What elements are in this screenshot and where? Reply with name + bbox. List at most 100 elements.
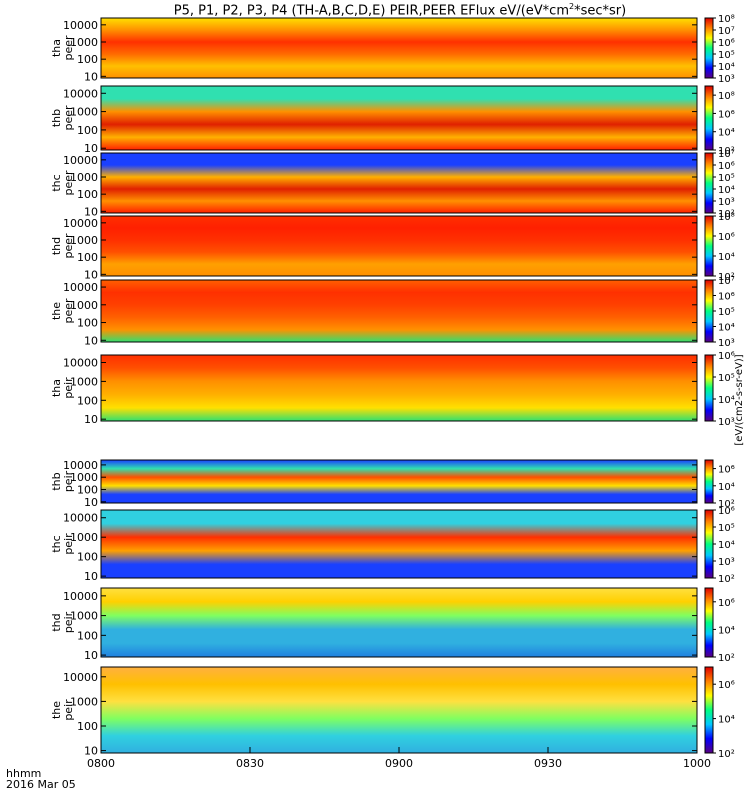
colorbar (704, 215, 714, 277)
y-tick-label: 10 (84, 205, 98, 218)
panel-probe-label: thd (50, 237, 63, 255)
y-tick-label: 1000 (70, 695, 98, 708)
panel-the-peir: 10 100 1000 10000 the peir 10² 10⁴ 10⁶ (50, 666, 735, 760)
x-tick-label: 0800 (87, 757, 115, 770)
panel-probe-label: thb (50, 109, 63, 127)
colorbar-tick-label: 10² (718, 653, 735, 664)
y-tick-label: 10 (84, 334, 98, 347)
colorbar-tick-label: 10³ (718, 74, 735, 85)
panel-frame (100, 509, 698, 579)
panel-probe-label: the (50, 701, 63, 719)
y-tick-label: 1000 (70, 299, 98, 312)
colorbar-tick-label: 10³ (718, 338, 735, 349)
panel-species-label: peir (62, 699, 75, 721)
y-tick-label: 1000 (70, 375, 98, 388)
colorbar (704, 666, 714, 754)
y-tick-label: 10000 (63, 590, 98, 603)
panel-frame (100, 152, 698, 214)
panel-species-label: peir (62, 377, 75, 399)
panel-frame (100, 354, 698, 422)
chart-title: P5, P1, P2, P3, P4 (TH-A,B,C,D,E) PEIR,P… (100, 2, 700, 18)
colorbar-tick-label: 10⁴ (718, 62, 735, 73)
panel-probe-label: thc (50, 174, 63, 191)
colorbar-tick-label: 10⁶ (718, 680, 735, 691)
spectrogram-image (101, 588, 697, 657)
spectrogram-image (101, 86, 697, 150)
colorbar-tick-label: 10² (718, 146, 735, 157)
colorbar-tick-label: 10⁸ (718, 91, 735, 102)
colorbar-tick-label: 10⁵ (718, 50, 735, 61)
y-tick-label: 1000 (70, 531, 98, 544)
spectrogram-image (101, 460, 697, 503)
colorbar-tick-label: 10⁶ (718, 292, 735, 303)
panel-probe-label: the (50, 302, 63, 320)
panel-species-label: peir (62, 470, 75, 492)
colorbar-tick-label: 10⁷ (718, 26, 735, 37)
colorbar-tick-label: 10⁴ (718, 395, 735, 406)
colorbar-tick-label: 10² (718, 749, 735, 760)
time-axis-label: hhmm (6, 767, 42, 780)
panel-frame (100, 459, 698, 504)
spectrogram-image (101, 153, 697, 213)
colorbar-tick-label: 10⁸ (718, 14, 735, 25)
colorbar-tick-label: 10⁴ (718, 482, 735, 493)
panel-probe-label: thc (50, 535, 63, 552)
colorbar-tick-label: 10⁶ (718, 598, 735, 609)
x-tick-label: 0900 (385, 757, 413, 770)
colorbar-tick-label: 10² (718, 209, 735, 220)
y-tick-label: 100 (77, 317, 98, 330)
colorbar-unit-label: [eV/(cm2-s-sr-eV)] (734, 354, 745, 445)
colorbar-tick-label: 10⁶ (718, 161, 735, 172)
colorbar (704, 587, 714, 658)
colorbar (704, 152, 714, 214)
colorbar-tick-label: 10⁴ (718, 540, 735, 551)
colorbar-tick-label: 10⁶ (718, 38, 735, 49)
title-suffix: *sec*sr) (574, 3, 627, 19)
colorbar-tick-label: 10⁶ (718, 506, 735, 517)
panel-probe-label: tha (50, 379, 63, 397)
spectrogram-image (101, 355, 697, 421)
panel-frame (100, 587, 698, 658)
y-tick-label: 1000 (70, 106, 98, 119)
x-tick-label: 1000 (683, 757, 711, 770)
colorbar-tick-label: 10⁵ (718, 523, 735, 534)
colorbar-tick-label: 10² (718, 272, 735, 283)
colorbar-tick-label: 10⁶ (718, 351, 735, 362)
colorbar-tick-label: 10⁴ (718, 185, 735, 196)
y-tick-label: 10 (84, 570, 98, 583)
y-tick-label: 10000 (63, 459, 98, 472)
colorbar (704, 279, 714, 343)
y-tick-label: 10 (84, 496, 98, 509)
title-prefix: P5, P1, P2, P3, P4 (TH-A,B,C,D,E) PEIR,P… (173, 3, 569, 19)
y-tick-label: 100 (77, 720, 98, 733)
colorbar-tick-label: 10⁵ (718, 373, 735, 384)
y-tick-label: 1000 (70, 36, 98, 49)
y-tick-label: 10 (84, 268, 98, 281)
y-tick-label: 1000 (70, 171, 98, 184)
y-tick-label: 10000 (63, 87, 98, 100)
panel-species-label: peir (62, 533, 75, 555)
colorbar-tick-label: 10³ (718, 417, 735, 428)
panel-probe-label: thb (50, 472, 63, 490)
panel-species-label: peer (62, 105, 75, 131)
colorbar-tick-label: 10³ (718, 197, 735, 208)
y-tick-label: 10000 (63, 671, 98, 684)
panel-frame (100, 17, 698, 79)
colorbar (704, 17, 714, 79)
y-tick-label: 1000 (70, 610, 98, 623)
y-tick-label: 100 (77, 53, 98, 66)
y-tick-label: 10000 (63, 281, 98, 294)
y-tick-label: 10000 (63, 19, 98, 32)
colorbar-tick-label: 10⁴ (718, 625, 735, 636)
spectrogram-image (101, 280, 697, 342)
spectrogram-image (101, 216, 697, 276)
colorbar (704, 354, 714, 422)
colorbar-tick-label: 10⁴ (718, 252, 735, 263)
panel-frame (100, 85, 698, 151)
y-tick-label: 1000 (70, 234, 98, 247)
